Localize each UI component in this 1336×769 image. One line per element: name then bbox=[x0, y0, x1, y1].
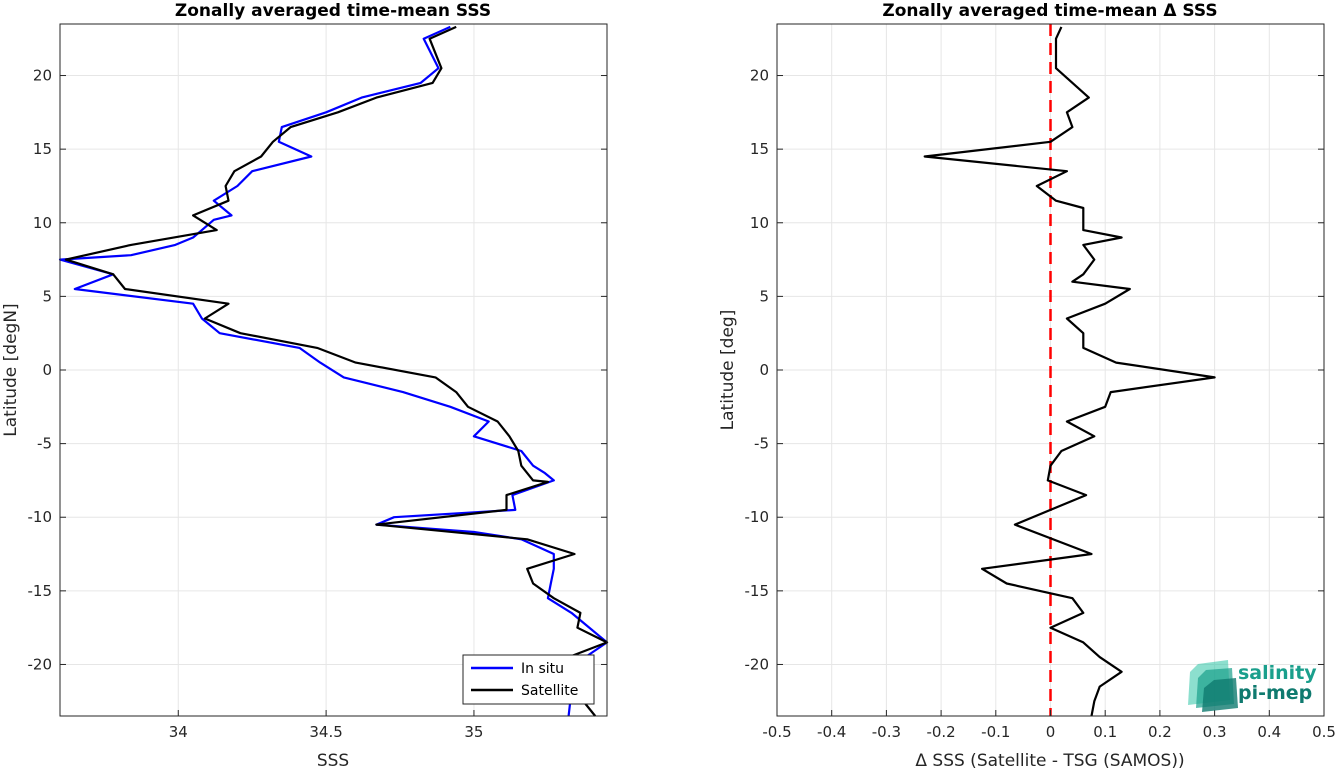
right-y-tick-label: -15 bbox=[745, 582, 770, 600]
right-x-tick-label: -0.5 bbox=[762, 723, 791, 741]
legend-label-satellite: Satellite bbox=[521, 683, 578, 699]
right-y-tick-label: -10 bbox=[745, 508, 770, 526]
left-y-tick-label: 10 bbox=[33, 214, 52, 232]
left-y-tick-label: 0 bbox=[42, 361, 52, 379]
right-x-tick-label: 0 bbox=[1046, 723, 1056, 741]
delta-sss-panel: Zonally averaged time-mean Δ SSS -0.5 -0.… bbox=[718, 1, 1336, 769]
right-y-tick-label: 5 bbox=[759, 287, 769, 305]
left-grid bbox=[60, 24, 607, 716]
left-y-tick-label: 20 bbox=[33, 67, 52, 85]
right-x-tick-label: -0.1 bbox=[981, 723, 1010, 741]
right-y-tick-label: 10 bbox=[750, 214, 769, 232]
right-x-axis-label: Δ SSS (Satellite - TSG (SAMOS)) bbox=[915, 751, 1184, 769]
salinity-pi-mep-logo: salinity pi-mep bbox=[1188, 660, 1317, 712]
right-x-tick-label: 0.3 bbox=[1203, 723, 1227, 741]
right-x-tick-label: 0.2 bbox=[1148, 723, 1172, 741]
left-x-tick-label: 34.5 bbox=[309, 723, 342, 741]
right-y-tick-label: 20 bbox=[750, 67, 769, 85]
left-series-group bbox=[58, 25, 609, 717]
left-series-line-in-situ bbox=[58, 25, 609, 717]
right-series-line-series-0 bbox=[923, 26, 1216, 717]
left-y-axis-label: Latitude [degN] bbox=[1, 303, 21, 436]
left-y-tick-label: -20 bbox=[28, 655, 53, 673]
right-x-tick-label: 0.5 bbox=[1312, 723, 1336, 741]
right-y-tick-label: 0 bbox=[759, 361, 769, 379]
left-ticks: 34 34.5 35 -20 -15 -10 -5 0 5 10 15 20 bbox=[28, 67, 607, 741]
right-x-tick-label: 0.4 bbox=[1257, 723, 1281, 741]
sss-profile-panel: Zonally averaged time-mean SSS 34 34.5 35 -… bbox=[1, 1, 609, 769]
legend-label-in-situ: In situ bbox=[521, 661, 564, 677]
right-y-tick-label: -20 bbox=[745, 655, 770, 673]
left-x-tick-label: 34 bbox=[169, 723, 188, 741]
left-y-tick-label: -15 bbox=[28, 582, 53, 600]
right-y-tick-label: -5 bbox=[754, 435, 769, 453]
left-y-tick-label: 5 bbox=[42, 287, 52, 305]
left-x-tick-label: 35 bbox=[464, 723, 483, 741]
right-series-group bbox=[923, 24, 1216, 717]
right-ticks: -0.5 -0.4 -0.3 -0.2 -0.1 0 0.1 0.2 0.3 0.4 0.5 -20 -… bbox=[745, 67, 1336, 741]
right-y-axis-label: Latitude [deg] bbox=[718, 310, 738, 431]
left-y-tick-label: -10 bbox=[28, 508, 53, 526]
left-series-line-satellite bbox=[64, 25, 609, 717]
right-chart-title: Zonally averaged time-mean Δ SSS bbox=[882, 1, 1217, 21]
left-x-axis-label: SSS bbox=[317, 751, 349, 769]
right-x-tick-label: -0.3 bbox=[872, 723, 901, 741]
left-y-tick-label: 15 bbox=[33, 140, 52, 158]
logo-emblem bbox=[1188, 660, 1238, 712]
right-x-tick-label: -0.2 bbox=[926, 723, 955, 741]
right-x-tick-label: -0.4 bbox=[817, 723, 846, 741]
legend-box bbox=[462, 654, 595, 705]
right-y-tick-label: 15 bbox=[750, 140, 769, 158]
right-x-tick-label: 0.1 bbox=[1093, 723, 1117, 741]
legend: In situ Satellite bbox=[462, 654, 595, 705]
left-y-tick-label: -5 bbox=[37, 435, 52, 453]
logo-text-salinity: salinity bbox=[1238, 662, 1317, 684]
logo-text-pi-mep: pi-mep bbox=[1238, 682, 1312, 704]
left-chart-title: Zonally averaged time-mean SSS bbox=[175, 1, 491, 21]
